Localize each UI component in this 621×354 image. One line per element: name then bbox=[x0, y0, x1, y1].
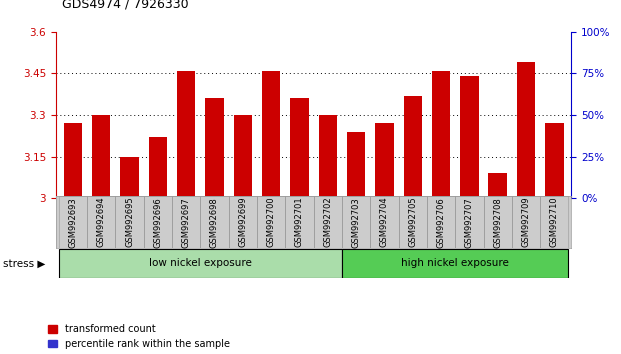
Bar bbox=[143, 196, 172, 248]
Text: stress ▶: stress ▶ bbox=[3, 258, 45, 268]
Text: GSM992704: GSM992704 bbox=[380, 197, 389, 247]
Text: GSM992708: GSM992708 bbox=[493, 197, 502, 247]
Bar bbox=[262, 71, 280, 198]
Bar bbox=[489, 173, 507, 198]
Bar bbox=[460, 196, 479, 198]
Text: GSM992698: GSM992698 bbox=[210, 197, 219, 247]
Bar bbox=[64, 124, 82, 198]
Bar bbox=[257, 196, 285, 248]
Bar bbox=[404, 96, 422, 198]
Bar bbox=[489, 196, 507, 198]
Bar bbox=[484, 196, 512, 248]
Bar bbox=[92, 196, 111, 198]
Bar bbox=[120, 196, 138, 198]
Bar bbox=[347, 196, 365, 198]
Text: GSM992701: GSM992701 bbox=[295, 197, 304, 247]
Text: GSM992693: GSM992693 bbox=[68, 197, 78, 247]
Bar bbox=[545, 124, 563, 198]
Bar bbox=[87, 196, 116, 248]
Text: GSM992695: GSM992695 bbox=[125, 197, 134, 247]
Bar bbox=[319, 196, 337, 198]
Text: GDS4974 / 7926330: GDS4974 / 7926330 bbox=[62, 0, 189, 11]
Text: GSM992707: GSM992707 bbox=[465, 197, 474, 247]
Bar bbox=[342, 249, 568, 278]
Bar bbox=[206, 98, 224, 198]
Bar bbox=[177, 71, 196, 198]
Text: GSM992710: GSM992710 bbox=[550, 197, 559, 247]
Bar bbox=[399, 196, 427, 248]
Bar bbox=[285, 196, 314, 248]
Bar bbox=[92, 115, 111, 198]
Bar bbox=[427, 196, 455, 248]
Bar bbox=[404, 196, 422, 198]
Bar bbox=[517, 62, 535, 198]
Bar bbox=[517, 196, 535, 198]
Text: GSM992706: GSM992706 bbox=[437, 197, 445, 247]
Bar bbox=[319, 115, 337, 198]
Text: GSM992697: GSM992697 bbox=[182, 197, 191, 247]
Text: GSM992702: GSM992702 bbox=[324, 197, 332, 247]
Text: GSM992709: GSM992709 bbox=[522, 197, 530, 247]
Text: high nickel exposure: high nickel exposure bbox=[401, 258, 509, 268]
Bar bbox=[375, 124, 394, 198]
Bar bbox=[370, 196, 399, 248]
Text: GSM992694: GSM992694 bbox=[97, 197, 106, 247]
Text: GSM992703: GSM992703 bbox=[351, 197, 361, 247]
Bar bbox=[455, 196, 484, 248]
Bar bbox=[347, 132, 365, 198]
Bar bbox=[432, 196, 450, 198]
Bar bbox=[545, 196, 563, 198]
Bar bbox=[172, 196, 201, 248]
Bar bbox=[233, 115, 252, 198]
Bar bbox=[64, 196, 82, 198]
Bar bbox=[262, 196, 280, 198]
Bar bbox=[201, 196, 229, 248]
Text: GSM992699: GSM992699 bbox=[238, 197, 247, 247]
Bar bbox=[233, 196, 252, 198]
Text: GSM992696: GSM992696 bbox=[153, 197, 162, 247]
Text: GSM992705: GSM992705 bbox=[408, 197, 417, 247]
Bar bbox=[290, 196, 309, 198]
Bar bbox=[206, 196, 224, 198]
Text: low nickel exposure: low nickel exposure bbox=[149, 258, 252, 268]
Bar bbox=[116, 196, 143, 248]
Legend: transformed count, percentile rank within the sample: transformed count, percentile rank withi… bbox=[48, 324, 230, 349]
Bar bbox=[512, 196, 540, 248]
Bar bbox=[540, 196, 568, 248]
Bar bbox=[120, 157, 138, 198]
Bar bbox=[148, 196, 167, 198]
Bar bbox=[229, 196, 257, 248]
Bar bbox=[460, 76, 479, 198]
Text: GSM992700: GSM992700 bbox=[266, 197, 276, 247]
Bar bbox=[342, 196, 370, 248]
Bar bbox=[290, 98, 309, 198]
Bar bbox=[177, 196, 196, 198]
Bar bbox=[432, 71, 450, 198]
Bar bbox=[148, 137, 167, 198]
Bar bbox=[59, 196, 87, 248]
Bar bbox=[314, 196, 342, 248]
Bar bbox=[59, 249, 342, 278]
Bar bbox=[375, 196, 394, 198]
